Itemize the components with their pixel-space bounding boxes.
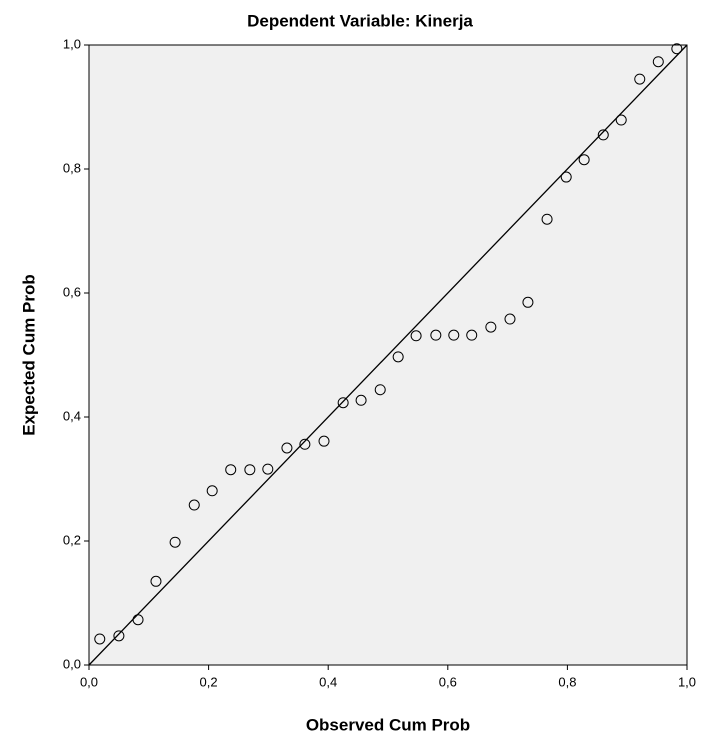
- point: [355, 394, 367, 406]
- point: [504, 313, 516, 325]
- point: [522, 296, 534, 308]
- y-tick-label: 0,4: [63, 408, 81, 423]
- x-tick-label: 1,0: [678, 674, 696, 689]
- point: [206, 485, 218, 497]
- reference-line: [88, 44, 688, 666]
- y-tick-label: 0,8: [63, 160, 81, 175]
- point: [318, 435, 330, 447]
- point: [132, 614, 144, 626]
- x-tick-label: 0,4: [319, 674, 337, 689]
- point: [615, 114, 627, 126]
- point: [299, 438, 311, 450]
- point: [169, 536, 181, 548]
- point: [374, 384, 386, 396]
- point: [244, 464, 256, 476]
- point: [671, 43, 683, 55]
- x-tick-label: 0,2: [200, 674, 218, 689]
- point: [578, 154, 590, 166]
- point: [466, 329, 478, 341]
- y-tick-label: 0,0: [63, 656, 81, 671]
- y-tick-label: 0,6: [63, 284, 81, 299]
- x-tick-label: 0,6: [439, 674, 457, 689]
- point: [262, 463, 274, 475]
- y-tick-label: 1,0: [63, 36, 81, 51]
- point: [485, 321, 497, 333]
- point: [113, 630, 125, 642]
- point: [94, 633, 106, 645]
- point: [541, 213, 553, 225]
- point: [410, 330, 422, 342]
- y-axis-title: Expected Cum Prob: [19, 274, 38, 436]
- x-tick-label: 0,8: [558, 674, 576, 689]
- point: [430, 329, 442, 341]
- x-tick-label: 0,0: [80, 674, 98, 689]
- x-axis-title: Observed Cum Prob: [306, 715, 470, 734]
- point: [448, 329, 460, 341]
- point: [150, 575, 162, 587]
- point: [337, 397, 349, 409]
- point: [392, 351, 404, 363]
- point: [597, 129, 609, 141]
- point: [634, 73, 646, 85]
- point: [652, 56, 664, 68]
- point: [560, 171, 572, 183]
- y-tick-label: 0,2: [63, 532, 81, 547]
- point: [281, 442, 293, 454]
- point: [225, 464, 237, 476]
- point: [188, 499, 200, 511]
- chart-title: Dependent Variable: Kinerja: [247, 11, 473, 30]
